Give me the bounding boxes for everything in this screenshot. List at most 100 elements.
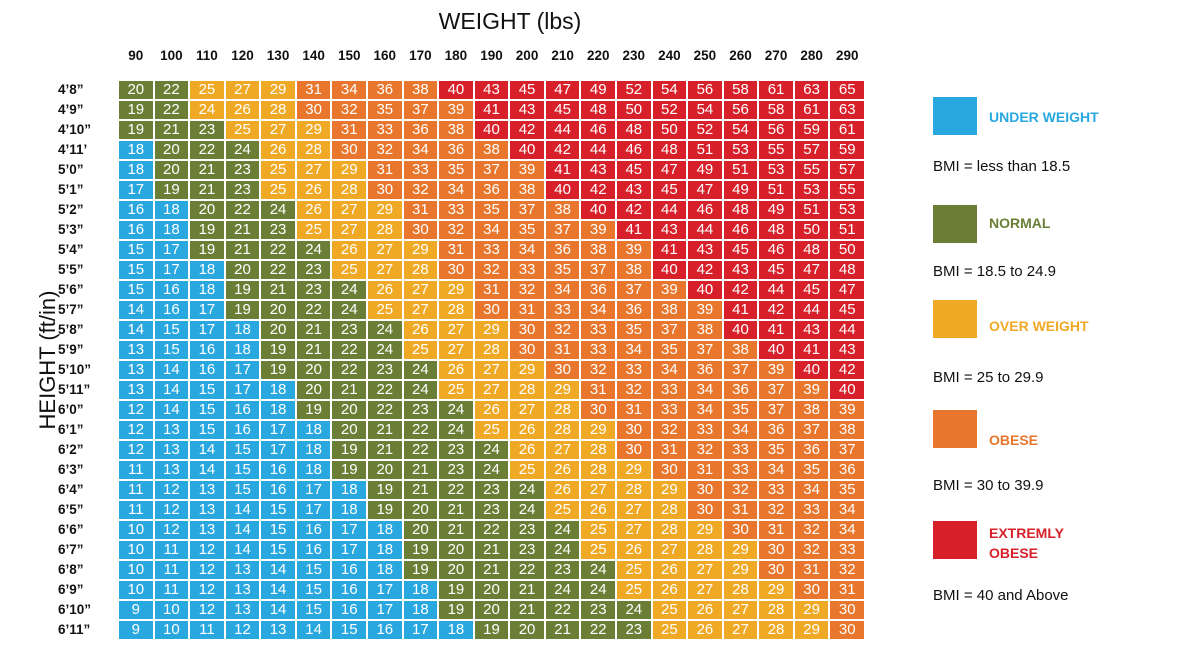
bmi-cell: 23 — [439, 461, 473, 479]
bmi-cell: 45 — [723, 241, 758, 259]
bmi-cell: 33 — [439, 201, 473, 219]
bmi-cell: 20 — [368, 461, 402, 479]
bmi-cell: 37 — [794, 421, 829, 439]
bmi-cell: 27 — [332, 221, 366, 239]
bmi-cell: 30 — [296, 101, 331, 119]
bmi-cell: 19 — [119, 121, 153, 139]
bmi-cell: 21 — [510, 581, 544, 599]
bmi-cell: 51 — [759, 181, 793, 199]
height-header: 6’0” — [58, 402, 84, 417]
bmi-cell: 38 — [688, 321, 722, 339]
height-header: 5’3” — [58, 222, 84, 237]
bmi-cell: 56 — [688, 81, 722, 99]
bmi-cell: 10 — [119, 521, 153, 539]
bmi-cell: 26 — [581, 501, 615, 519]
bmi-cell: 43 — [617, 181, 651, 199]
bmi-cell: 18 — [296, 421, 331, 439]
bmi-cell: 39 — [510, 161, 544, 179]
bmi-cell: 36 — [688, 361, 722, 379]
bmi-cell: 31 — [830, 581, 864, 599]
bmi-cell: 29 — [403, 241, 438, 259]
bmi-cell: 22 — [225, 201, 260, 219]
bmi-cell: 35 — [439, 161, 473, 179]
weight-header: 140 — [302, 48, 325, 63]
height-header: 6’11” — [58, 622, 91, 637]
height-header: 6’9” — [58, 582, 84, 597]
bmi-cell: 15 — [261, 541, 295, 559]
height-header: 6’4” — [58, 482, 84, 497]
bmi-cell: 20 — [474, 581, 509, 599]
bmi-cell: 54 — [652, 81, 687, 99]
bmi-cell: 11 — [119, 481, 153, 499]
bmi-cell: 34 — [688, 381, 722, 399]
bmi-cell: 37 — [830, 441, 864, 459]
height-header: 4’10” — [58, 122, 92, 137]
bmi-cell: 31 — [652, 441, 687, 459]
bmi-cell: 24 — [225, 141, 260, 159]
bmi-cell: 25 — [545, 501, 580, 519]
bmi-cell: 32 — [617, 381, 651, 399]
bmi-cell: 37 — [617, 281, 651, 299]
bmi-cell: 35 — [723, 401, 758, 419]
bmi-cell: 32 — [581, 361, 615, 379]
bmi-cell: 58 — [759, 101, 793, 119]
bmi-cell: 23 — [296, 261, 331, 279]
bmi-cell: 32 — [794, 521, 829, 539]
bmi-cell: 22 — [439, 481, 473, 499]
bmi-cell: 46 — [581, 121, 615, 139]
bmi-cell: 43 — [652, 221, 687, 239]
bmi-cell: 24 — [261, 201, 295, 219]
legend-swatch-normal — [933, 205, 977, 243]
bmi-cell: 23 — [403, 401, 438, 419]
bmi-cell: 24 — [332, 301, 366, 319]
bmi-cell: 12 — [154, 521, 189, 539]
bmi-cell: 18 — [261, 381, 295, 399]
bmi-cell: 14 — [119, 301, 153, 319]
bmi-cell: 35 — [545, 261, 580, 279]
bmi-cell: 20 — [261, 321, 295, 339]
bmi-cell: 19 — [332, 461, 366, 479]
bmi-cell: 54 — [723, 121, 758, 139]
bmi-cell: 21 — [154, 121, 189, 139]
bmi-cell: 29 — [368, 201, 402, 219]
bmi-cell: 16 — [225, 421, 260, 439]
bmi-cell: 36 — [439, 141, 473, 159]
bmi-cell: 20 — [154, 141, 189, 159]
height-header: 5’10” — [58, 362, 92, 377]
bmi-cell: 44 — [794, 301, 829, 319]
bmi-cell: 36 — [723, 381, 758, 399]
bmi-cell: 44 — [545, 121, 580, 139]
bmi-cell: 18 — [225, 341, 260, 359]
bmi-cell: 30 — [545, 361, 580, 379]
bmi-cell: 13 — [225, 581, 260, 599]
bmi-cell: 24 — [403, 381, 438, 399]
bmi-cell: 10 — [119, 581, 153, 599]
bmi-cell: 33 — [652, 381, 687, 399]
bmi-cell: 23 — [332, 321, 366, 339]
bmi-cell: 41 — [794, 341, 829, 359]
bmi-cell: 14 — [190, 441, 224, 459]
bmi-cell: 15 — [190, 421, 224, 439]
bmi-cell: 24 — [510, 501, 544, 519]
legend-label-obese: OBESE — [989, 432, 1039, 448]
bmi-cell: 17 — [225, 381, 260, 399]
bmi-cell: 45 — [759, 261, 793, 279]
bmi-cell: 61 — [830, 121, 864, 139]
bmi-cell: 28 — [759, 621, 793, 639]
bmi-cell: 34 — [403, 141, 438, 159]
bmi-cell: 30 — [368, 181, 402, 199]
bmi-cell: 13 — [225, 601, 260, 619]
bmi-cell: 37 — [652, 321, 687, 339]
bmi-cell: 24 — [581, 581, 615, 599]
bmi-cell: 34 — [688, 401, 722, 419]
bmi-cell: 33 — [368, 121, 402, 139]
bmi-cell: 43 — [794, 321, 829, 339]
bmi-cell: 33 — [759, 481, 793, 499]
bmi-cell: 11 — [154, 541, 189, 559]
legend-label-over: OVER WEIGHT — [989, 318, 1089, 334]
bmi-cell: 16 — [296, 521, 331, 539]
height-header: 5’8” — [58, 322, 84, 337]
bmi-cell: 21 — [190, 161, 224, 179]
bmi-cell: 65 — [830, 81, 864, 99]
bmi-cell: 35 — [510, 221, 544, 239]
